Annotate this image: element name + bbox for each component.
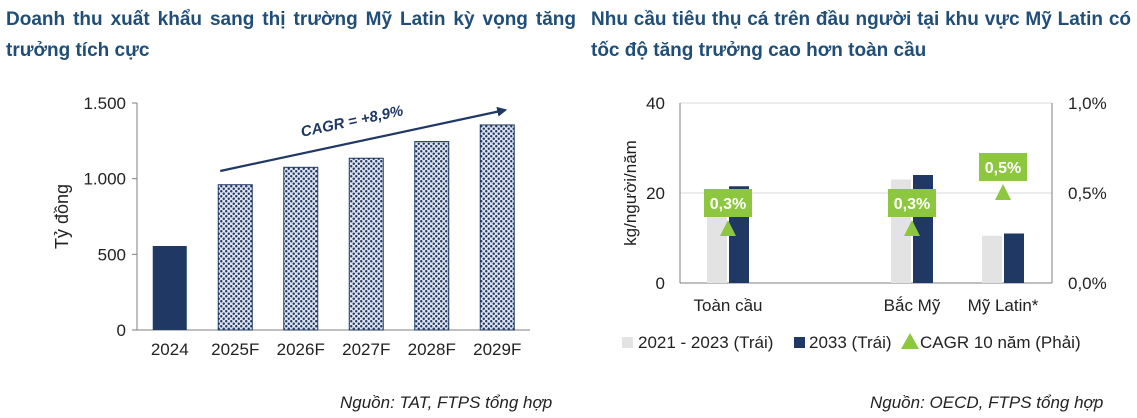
right-y-axis-label: kg/người/năm bbox=[621, 140, 640, 246]
cagr-label-box bbox=[888, 189, 936, 217]
left-y-tick-label: 1.500 bbox=[83, 94, 126, 113]
left-bar-2029f bbox=[479, 124, 515, 331]
left-y-axis-label: Tỷ đồng bbox=[52, 184, 72, 249]
left-x-tick-label: 2026F bbox=[277, 340, 325, 359]
left-x-tick-label: 2027F bbox=[342, 340, 390, 359]
left-y-tick-label: 1.000 bbox=[83, 170, 126, 189]
left-x-tick-label: 2028F bbox=[408, 340, 456, 359]
left-bar-chart: 0 500 1.000 1.500 Tỷ đồng 2024 2025F 2026F 2027F… bbox=[52, 94, 530, 359]
legend-swatch-2033 bbox=[794, 337, 805, 348]
legend-label-2021-2023: 2021 - 2023 (Trái) bbox=[638, 333, 773, 352]
right-chart-title: Nhu cầu tiêu thụ cá trên đầu người tại k… bbox=[591, 9, 1131, 61]
left-bar-2024 bbox=[152, 246, 187, 330]
right-y2-tick-label: 0,5% bbox=[1068, 184, 1107, 203]
right-x-tick-label: Mỹ Latin* bbox=[968, 296, 1039, 315]
right-y-tick-label: 20 bbox=[646, 184, 665, 203]
cagr-triangle-marker bbox=[904, 220, 920, 236]
right-bar-chart: 0 20 40 0,0% 0,5% 1,0% kg/người/năm Toàn cầu 0,3… bbox=[621, 94, 1107, 352]
right-bar-2021-2023 bbox=[982, 235, 1002, 283]
legend-triangle-icon bbox=[901, 333, 919, 349]
left-bar-2027f bbox=[348, 157, 384, 331]
left-y-tick-label: 500 bbox=[98, 245, 126, 264]
left-x-tick-label: 2025F bbox=[211, 340, 259, 359]
left-bar-2026f bbox=[283, 166, 319, 331]
left-y-tick-label: 0 bbox=[117, 321, 126, 340]
right-x-tick-label: Bắc Mỹ bbox=[884, 296, 941, 315]
cagr-label-text: 0,5% bbox=[985, 160, 1021, 177]
cagr-triangle-marker bbox=[720, 220, 736, 236]
left-chart-title: Doanh thu xuất khẩu sang thị trường Mỹ L… bbox=[6, 9, 576, 61]
legend-swatch-2021-2023 bbox=[622, 337, 633, 348]
cagr-label-box bbox=[704, 189, 752, 217]
cagr-label-box bbox=[979, 153, 1027, 181]
cagr-label-text: 0,3% bbox=[710, 196, 746, 213]
left-bar-2025f bbox=[217, 184, 253, 331]
right-x-tick-label: Toàn cầu bbox=[694, 296, 763, 315]
cagr-label-text: 0,3% bbox=[894, 196, 930, 213]
left-x-tick-label: 2029F bbox=[473, 340, 521, 359]
left-cagr-arrow bbox=[220, 106, 508, 173]
legend-label-2033: 2033 (Trái) bbox=[809, 333, 892, 352]
right-bar-2033 bbox=[1004, 233, 1024, 283]
left-source-note: Nguồn: TAT, FTPS tổng hợp bbox=[340, 393, 553, 412]
right-y2-tick-label: 0,0% bbox=[1068, 274, 1107, 293]
right-y-tick-label: 0 bbox=[656, 274, 665, 293]
right-y-tick-label: 40 bbox=[646, 94, 665, 113]
left-x-tick-label: 2024 bbox=[151, 340, 189, 359]
right-y2-tick-label: 1,0% bbox=[1068, 94, 1107, 113]
legend-label-cagr: CAGR 10 năm (Phải) bbox=[920, 333, 1081, 352]
right-source-note: Nguồn: OECD, FTPS tổng hợp bbox=[870, 393, 1104, 412]
left-bar-2028f bbox=[414, 141, 450, 331]
cagr-triangle-marker bbox=[995, 184, 1011, 200]
